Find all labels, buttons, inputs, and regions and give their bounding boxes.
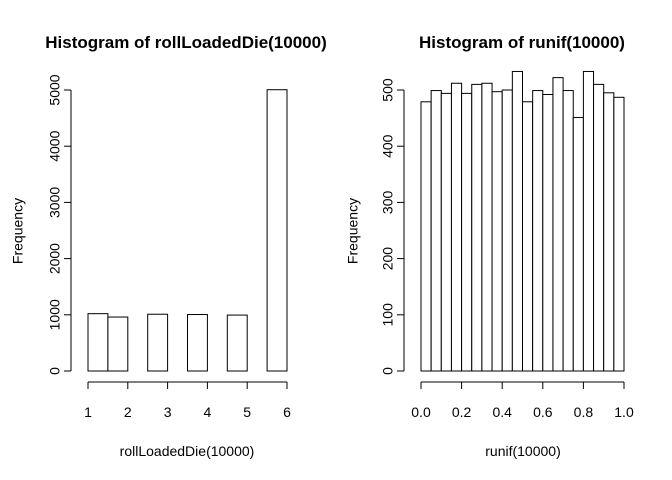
bars	[420, 70, 625, 372]
x-tick-label: 4	[204, 404, 212, 420]
y-tick-label: 100	[380, 303, 396, 327]
bar-20	[613, 96, 625, 372]
y-axis-label: Frequency	[345, 198, 361, 264]
bar-19	[603, 92, 615, 372]
x-tick-label: 0.4	[492, 404, 512, 420]
y-tick-label: 0	[380, 367, 396, 375]
y-tick-label: 0	[47, 367, 63, 375]
x-tick-label: 1	[84, 404, 92, 420]
x-tick-label: 0.0	[411, 404, 431, 420]
bar-10	[511, 70, 523, 372]
bar-2	[107, 316, 129, 372]
y-tick-label: 5000	[47, 74, 63, 105]
bar-8	[491, 91, 503, 372]
y-tick-label: 300	[380, 191, 396, 215]
bar-14	[552, 77, 564, 372]
x-axis-label: rollLoadedDie(10000)	[120, 443, 255, 459]
bar-15	[562, 90, 574, 372]
bar-18	[593, 83, 605, 372]
bar-1	[420, 101, 432, 372]
x-tick-label: 0.2	[452, 404, 472, 420]
bar-6	[187, 314, 208, 372]
bar-4	[147, 313, 169, 372]
bar-16	[572, 117, 584, 372]
bar-7	[481, 82, 493, 372]
chart-title: Histogram of rollLoadedDie(10000)	[45, 33, 327, 52]
x-tick-label: 2	[124, 404, 132, 420]
x-tick-label: 0.6	[533, 404, 553, 420]
y-tick-label: 400	[380, 134, 396, 158]
bar-3	[440, 92, 452, 372]
bar-8	[226, 314, 248, 372]
chart-panel-2: Histogram of runif(10000) 0 100 200 300 400 50…	[345, 33, 634, 459]
bar-12	[532, 90, 544, 372]
y-tick-label: 200	[380, 247, 396, 271]
bar-2	[430, 90, 442, 372]
x-axis-label: runif(10000)	[485, 443, 561, 459]
bar-1	[87, 313, 109, 372]
bar-11	[522, 101, 534, 372]
bar-10	[266, 89, 288, 372]
y-tick-label: 2000	[47, 243, 63, 274]
y-tick-label: 3000	[47, 187, 63, 218]
bar-6	[471, 83, 483, 372]
x-tick-label: 3	[164, 404, 172, 420]
bar-9	[501, 89, 513, 372]
y-tick-label: 500	[380, 78, 396, 102]
y-tick-label: 4000	[47, 130, 63, 161]
y-axis-label: Frequency	[10, 198, 26, 264]
y-tick-label: 1000	[47, 299, 63, 330]
bars	[87, 89, 288, 372]
chart-title: Histogram of runif(10000)	[419, 33, 625, 52]
x-tick-label: 6	[283, 404, 291, 420]
x-tick-label: 0.8	[574, 404, 594, 420]
bar-13	[542, 93, 554, 372]
chart-panel-1: Histogram of rollLoadedDie(10000) 0 1000 20…	[10, 33, 327, 459]
x-tick-label: 1.0	[614, 404, 634, 420]
bar-4	[450, 82, 463, 372]
x-tick-label: 5	[243, 404, 251, 420]
bar-17	[582, 70, 595, 372]
bar-5	[461, 92, 473, 372]
